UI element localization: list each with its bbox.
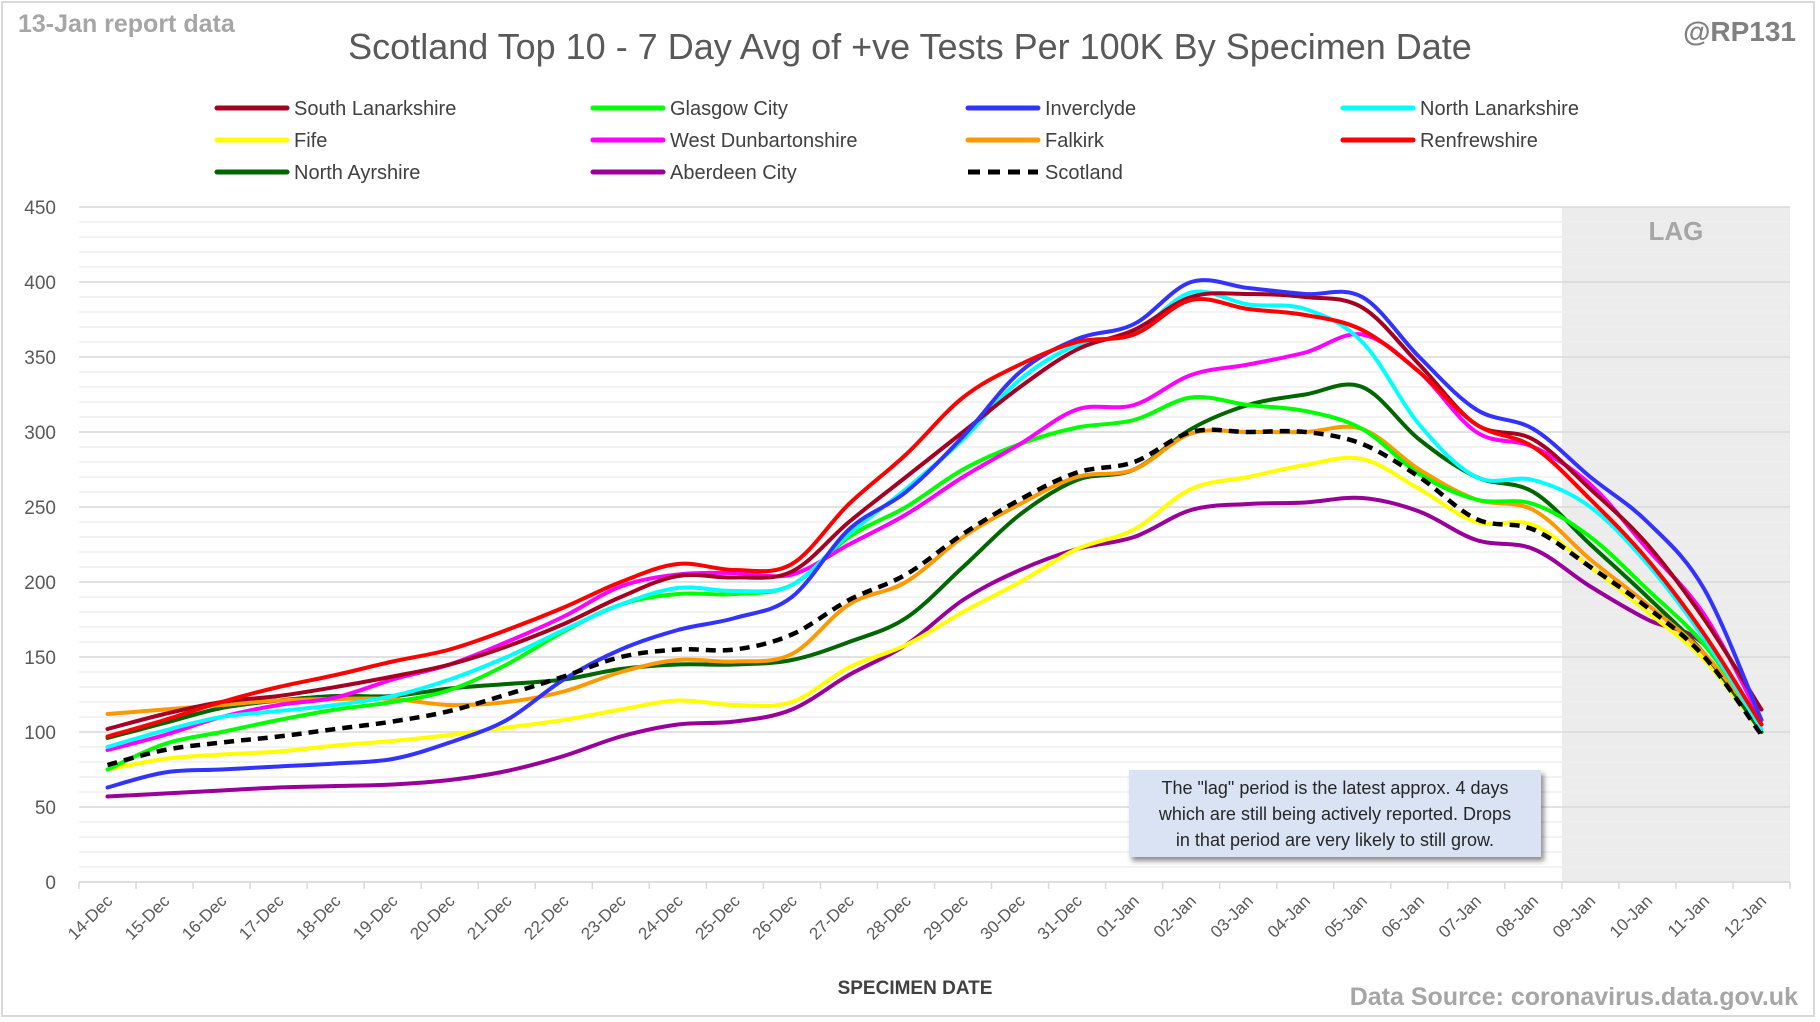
legend-label: Glasgow City (670, 98, 788, 120)
legend-label: Falkirk (1045, 130, 1105, 152)
chart-title: Scotland Top 10 - 7 Day Avg of +ve Tests… (348, 26, 1472, 67)
report-date-label: 13-Jan report data (18, 10, 235, 38)
x-tick-label: 24-Dec (634, 891, 687, 944)
y-tick-label: 150 (24, 648, 56, 669)
x-tick-label: 19-Dec (349, 891, 402, 944)
series-line-aberdeen-city (105, 495, 1764, 799)
y-tick-label: 300 (24, 423, 56, 444)
x-axis: 14-Dec 15-Dec 16-Dec 17-Dec 18-Dec 19-Dec 20-D… (64, 881, 1791, 944)
y-axis-ticks: 0 50 100 150 200 250 300 350 400 450 (24, 198, 56, 894)
y-tick-label: 350 (24, 348, 56, 369)
x-tick-label: 10-Jan (1606, 891, 1656, 941)
legend-label: Scotland (1045, 162, 1123, 184)
x-tick-label: 04-Jan (1264, 891, 1314, 941)
series-line-west-dunbartonshire (105, 332, 1764, 752)
lag-note-line: which are still being actively reported.… (1158, 804, 1512, 824)
lag-note-line: in that period are very likely to still … (1175, 830, 1495, 850)
x-tick-label: 12-Jan (1720, 891, 1770, 941)
x-tick-label: 23-Dec (577, 891, 630, 944)
lag-note-line: The "lag" period is the latest approx. 4… (1161, 778, 1509, 798)
series-line-falkirk (105, 424, 1764, 727)
x-tick-label: 17-Dec (235, 891, 288, 944)
legend-label: North Lanarkshire (1420, 98, 1579, 120)
x-tick-label: 26-Dec (749, 891, 802, 944)
lag-shade (1561, 207, 1790, 882)
x-tick-label: 05-Jan (1321, 891, 1371, 941)
lag-region (1561, 207, 1790, 882)
series-lines (105, 278, 1764, 799)
x-tick-label: 15-Dec (121, 891, 174, 944)
legend-label: Renfrewshire (1420, 130, 1538, 152)
y-tick-label: 400 (24, 273, 56, 294)
x-tick-label: 03-Jan (1207, 891, 1257, 941)
legend-label: Aberdeen City (670, 162, 797, 184)
x-tick-label: 11-Jan (1664, 891, 1713, 940)
x-tick-label: 20-Dec (406, 891, 459, 944)
x-tick-label: 18-Dec (292, 891, 345, 944)
x-tick-label: 07-Jan (1435, 891, 1485, 941)
data-source-label: Data Source: coronavirus.data.gov.uk (1349, 983, 1798, 1011)
author-handle: @RP131 (1683, 16, 1796, 47)
y-tick-label: 50 (35, 798, 56, 819)
x-tick-label: 01-Jan (1093, 891, 1143, 941)
series-line-glasgow-city (105, 394, 1764, 772)
x-tick-label: 08-Jan (1492, 891, 1542, 941)
x-tick-label: 09-Jan (1549, 891, 1599, 941)
series-line-renfrewshire (105, 297, 1764, 739)
lag-label: LAG (1648, 216, 1703, 246)
x-tick-label: 25-Dec (692, 891, 745, 944)
legend-label: West Dunbartonshire (670, 130, 858, 152)
x-tick-label: 16-Dec (178, 891, 231, 944)
y-tick-label: 0 (45, 873, 56, 894)
lag-note-box: The "lag" period is the latest approx. 4… (1129, 770, 1541, 857)
x-tick-label: 29-Dec (920, 891, 973, 944)
x-tick-label: 02-Jan (1150, 891, 1200, 941)
x-tick-label: 28-Dec (863, 891, 916, 944)
legend-label: South Lanarkshire (294, 98, 456, 120)
x-axis-title: SPECIMEN DATE (838, 978, 993, 999)
x-tick-label: 14-Dec (64, 891, 117, 944)
x-tick-label: 21-Dec (463, 891, 516, 944)
legend-label: Fife (294, 130, 327, 152)
x-tick-label: 22-Dec (520, 891, 573, 944)
y-tick-label: 200 (24, 573, 56, 594)
y-tick-label: 450 (24, 198, 56, 219)
x-tick-label: 27-Dec (806, 891, 859, 944)
x-tick-label: 06-Jan (1378, 891, 1428, 941)
legend-label: North Ayrshire (294, 162, 420, 184)
series-line-south-lanarkshire (105, 291, 1764, 731)
series-line-inverclyde (105, 278, 1764, 790)
x-tick-label: 31-Dec (1034, 891, 1087, 944)
y-tick-label: 100 (24, 723, 56, 744)
x-tick-label: 30-Dec (977, 891, 1030, 944)
legend-label: Inverclyde (1045, 98, 1136, 120)
legend: South Lanarkshire Glasgow City Inverclyde N… (214, 98, 1579, 184)
y-tick-label: 250 (24, 498, 56, 519)
series-line-north-lanarkshire (105, 289, 1764, 749)
